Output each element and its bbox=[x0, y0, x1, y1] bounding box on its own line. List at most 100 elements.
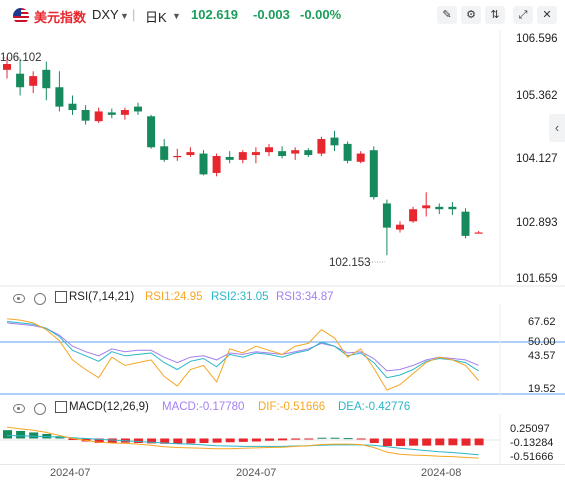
candle[interactable] bbox=[186, 147, 195, 157]
macd-bar bbox=[212, 438, 222, 443]
candle[interactable] bbox=[474, 231, 483, 234]
candle[interactable] bbox=[68, 95, 77, 115]
macd-bar bbox=[225, 438, 235, 443]
macd-bar bbox=[435, 438, 445, 446]
candle[interactable] bbox=[81, 105, 90, 125]
macd-indicator-name: MACD(12,26,9) bbox=[69, 401, 149, 413]
chevron-down-icon[interactable]: ▼ bbox=[172, 11, 181, 21]
macd-bar bbox=[160, 438, 170, 444]
symbol-name-cn[interactable]: 美元指数 bbox=[34, 10, 87, 25]
candle[interactable] bbox=[42, 61, 51, 101]
candle[interactable] bbox=[356, 151, 365, 164]
candle[interactable] bbox=[422, 192, 431, 217]
candle[interactable] bbox=[304, 148, 313, 157]
rsi-axis-label: 19.52 bbox=[528, 383, 556, 395]
macd-bar bbox=[356, 438, 366, 440]
macd-chart[interactable] bbox=[0, 414, 565, 464]
candle[interactable] bbox=[330, 130, 339, 152]
candle[interactable] bbox=[382, 199, 391, 256]
candle[interactable] bbox=[369, 146, 378, 200]
rsi-axis-label: 43.57 bbox=[528, 350, 556, 362]
macd-bar bbox=[474, 438, 484, 446]
price-axis-label: 105.362 bbox=[516, 90, 558, 102]
candle[interactable] bbox=[94, 107, 103, 124]
price-axis-label: 104.127 bbox=[516, 153, 558, 165]
indicator-tool-icon[interactable]: ⚙ bbox=[461, 6, 481, 24]
macd-axis-label: -0.13284 bbox=[510, 437, 554, 449]
macd-bar bbox=[330, 437, 340, 439]
eye-icon[interactable] bbox=[13, 294, 25, 303]
candle[interactable] bbox=[120, 107, 129, 120]
price-change-pct: -0.00% bbox=[300, 7, 342, 22]
collapse-sidebar-chevron-icon[interactable]: ‹ bbox=[549, 114, 565, 142]
candle[interactable] bbox=[278, 146, 287, 159]
macd-bar bbox=[29, 432, 39, 439]
gear-icon[interactable] bbox=[34, 293, 46, 305]
candle[interactable] bbox=[16, 59, 25, 96]
fullscreen-icon[interactable]: ⤢ bbox=[513, 6, 533, 24]
candle[interactable] bbox=[396, 221, 404, 233]
candle[interactable] bbox=[173, 148, 182, 161]
symbol-code[interactable]: DXY bbox=[92, 7, 119, 22]
macd-bar bbox=[369, 438, 379, 444]
period-selector[interactable]: 日K bbox=[145, 10, 167, 25]
rsi1-line bbox=[6, 318, 479, 391]
candle[interactable] bbox=[409, 206, 418, 223]
macd-bar bbox=[94, 438, 104, 444]
candle[interactable] bbox=[435, 203, 444, 215]
candlestick-chart[interactable] bbox=[0, 30, 565, 287]
candle[interactable] bbox=[29, 71, 38, 94]
rsi1-value: RSI1:24.95 bbox=[145, 291, 203, 303]
checkbox-icon[interactable] bbox=[55, 291, 67, 303]
rsi3-line bbox=[6, 322, 479, 372]
rsi-chart[interactable] bbox=[0, 304, 565, 396]
macd-bar bbox=[199, 438, 209, 444]
candle[interactable] bbox=[55, 71, 64, 112]
macd-bar bbox=[16, 430, 26, 439]
candle[interactable] bbox=[291, 147, 300, 160]
chevron-down-icon[interactable]: ▼ bbox=[120, 11, 129, 21]
dif-line bbox=[6, 426, 479, 459]
rsi3-value: RSI3:34.87 bbox=[276, 291, 334, 303]
candle[interactable] bbox=[317, 136, 326, 156]
candle[interactable] bbox=[160, 139, 169, 162]
date-axis-label: 2024-08 bbox=[421, 467, 462, 479]
candle[interactable] bbox=[3, 56, 11, 79]
candle[interactable] bbox=[251, 147, 260, 164]
close-icon[interactable]: ✕ bbox=[537, 6, 557, 24]
high-marker: 106.102 bbox=[0, 52, 42, 64]
price-change: -0.003 bbox=[253, 7, 290, 22]
rsi-indicator-name: RSI(7,14,21) bbox=[69, 291, 135, 303]
macd-bar bbox=[107, 438, 117, 444]
candle[interactable] bbox=[238, 150, 247, 164]
candle[interactable] bbox=[147, 114, 156, 149]
candle[interactable] bbox=[134, 102, 142, 115]
candle[interactable] bbox=[265, 143, 273, 156]
eye-icon[interactable] bbox=[13, 404, 25, 413]
dif-value: DIF:-0.51666 bbox=[258, 401, 326, 413]
dea-line bbox=[6, 435, 479, 456]
low-marker: 102.153 bbox=[329, 257, 371, 269]
date-axis-label: 2024-07 bbox=[236, 467, 277, 479]
macd-bar bbox=[265, 438, 274, 441]
candle[interactable] bbox=[212, 153, 221, 177]
candle[interactable] bbox=[461, 208, 470, 239]
macd-value: MACD:-0.17780 bbox=[162, 401, 245, 413]
date-axis-label: 2024-07 bbox=[50, 467, 91, 479]
macd-bar bbox=[291, 438, 301, 440]
macd-bar bbox=[461, 438, 471, 446]
macd-bar bbox=[317, 437, 327, 439]
draw-tool-icon[interactable]: ✎ bbox=[437, 6, 457, 24]
gear-icon[interactable] bbox=[34, 403, 46, 415]
candle[interactable] bbox=[225, 151, 234, 164]
candle[interactable] bbox=[107, 108, 116, 119]
compare-icon[interactable]: ⇅ bbox=[485, 6, 505, 24]
separator: | bbox=[132, 7, 136, 22]
macd-bar bbox=[448, 438, 458, 446]
candle[interactable] bbox=[199, 150, 208, 176]
checkbox-icon[interactable] bbox=[55, 401, 67, 413]
candle[interactable] bbox=[448, 201, 457, 216]
macd-axis-label: -0.51666 bbox=[510, 451, 554, 463]
candle[interactable] bbox=[343, 141, 352, 164]
rsi2-value: RSI2:31.05 bbox=[211, 291, 269, 303]
